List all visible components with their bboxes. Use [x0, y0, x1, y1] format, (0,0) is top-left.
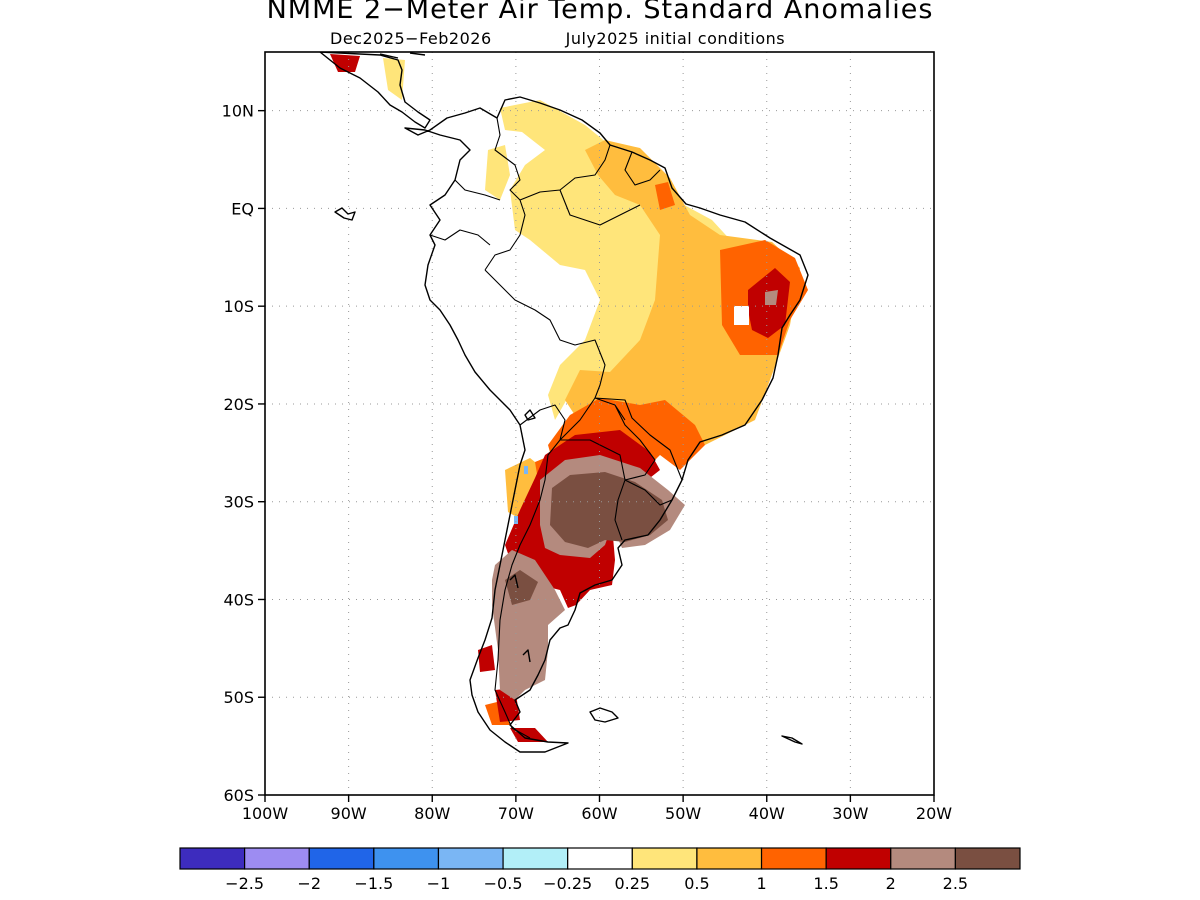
- falkland-islands: [589, 707, 619, 723]
- colorbar-swatch: [567, 847, 633, 870]
- colorbar-label: −2.5: [225, 874, 264, 893]
- colorbar-swatch: [179, 847, 246, 870]
- colorbar-swatch: [308, 847, 375, 870]
- map-grid: [265, 52, 934, 795]
- colorbar-label: 1.5: [813, 874, 838, 893]
- colorbar-label: 0.25: [614, 874, 650, 893]
- anomaly-region-025-05: [485, 145, 510, 200]
- lat-tick-label: 10S: [223, 297, 254, 316]
- lake-titicaca: [524, 409, 536, 421]
- anomaly-region-gt25: [550, 472, 668, 548]
- colorbar-swatch: [760, 847, 827, 870]
- colorbar-label: 0.5: [684, 874, 709, 893]
- colorbar-label: −1.5: [354, 874, 393, 893]
- colorbar-label: 2: [886, 874, 896, 893]
- colorbar-label: −0.25: [543, 874, 592, 893]
- colorbar: −2.5 −2 −1.5 −1 −0.5 −0.25 0.25 0.5 1 1.5 2 2.5: [179, 847, 1021, 893]
- anomaly-region-025-05: [515, 195, 560, 235]
- lat-tick-label: 40S: [223, 590, 254, 609]
- colorbar-label: −1: [427, 874, 451, 893]
- caribbean-islands: [379, 52, 426, 59]
- lon-tick-label: 90W: [331, 804, 367, 823]
- colorbar-swatch: [631, 847, 698, 870]
- galapagos-islands: [334, 207, 356, 221]
- anomaly-region-15-2: [478, 645, 495, 672]
- lat-tick-label: 60S: [223, 786, 254, 805]
- lon-tick-label: 100W: [242, 804, 289, 823]
- colorbar-swatch: [954, 847, 1021, 870]
- coastline-layer: [319, 52, 809, 753]
- subtitle-initial-conditions: July2025 initial conditions: [565, 29, 786, 48]
- lon-tick-label: 60W: [581, 804, 617, 823]
- colorbar-swatch: [437, 847, 504, 870]
- colorbar-swatch: [890, 847, 956, 870]
- anomaly-region-2-25: [765, 290, 778, 305]
- anomaly-gap: [734, 306, 749, 325]
- lon-tick-label: 70W: [498, 804, 534, 823]
- anomaly-shading: [330, 54, 808, 742]
- chart-title: NMME 2−Meter Air Temp. Standard Anomalie…: [266, 0, 934, 25]
- south-america-coastline: [404, 96, 809, 753]
- colorbar-label: 2.5: [943, 874, 968, 893]
- anomaly-region-1-15: [655, 182, 675, 210]
- lon-tick-label: 30W: [832, 804, 868, 823]
- subtitle: Dec2025−Feb2026 July2025 initial conditio…: [330, 29, 785, 48]
- anomaly-region-05-1: [565, 140, 800, 445]
- colorbar-swatch: [696, 847, 763, 870]
- country-borders: [429, 117, 683, 739]
- colorbar-label: −0.5: [484, 874, 523, 893]
- colorbar-label: 1: [756, 874, 766, 893]
- south-georgia-island: [781, 735, 803, 745]
- lat-tick-label: 20S: [223, 395, 254, 414]
- lat-tick-label: 10N: [222, 102, 254, 121]
- lon-tick-label: 50W: [665, 804, 701, 823]
- colorbar-swatch: [825, 847, 892, 870]
- anomaly-negative-speck: [514, 516, 518, 524]
- lon-tick-label: 20W: [916, 804, 952, 823]
- lat-tick-label: 30S: [223, 493, 254, 512]
- central-america-coastline: [319, 52, 431, 129]
- colorbar-swatch: [373, 847, 440, 870]
- anomaly-region-025-05: [383, 58, 405, 100]
- subtitle-valid-period: Dec2025−Feb2026: [330, 29, 492, 48]
- lon-tick-label: 80W: [414, 804, 450, 823]
- anomaly-negative-speck: [524, 466, 528, 474]
- anomaly-region-15-2: [330, 54, 360, 72]
- anomaly-region-gt25: [505, 570, 538, 605]
- lon-tick-label: 40W: [749, 804, 785, 823]
- lat-tick-label: EQ: [231, 199, 254, 218]
- colorbar-label: −2: [297, 874, 321, 893]
- anomaly-region-15-2: [510, 728, 548, 742]
- colorbar-swatch: [244, 847, 310, 870]
- patagonian-lakes: [509, 574, 531, 663]
- anomaly-region-05-1: [505, 458, 545, 520]
- lat-tick-label: 50S: [223, 688, 254, 707]
- colorbar-swatch: [502, 847, 569, 870]
